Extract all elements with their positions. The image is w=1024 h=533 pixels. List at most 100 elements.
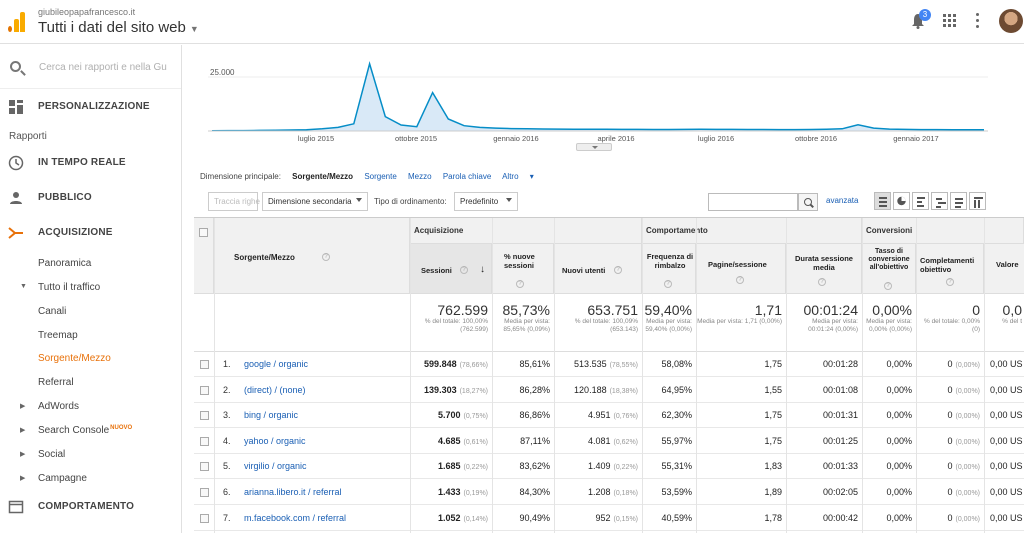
col-dimension[interactable]: Sorgente/Mezzo — [234, 253, 295, 262]
cell-duration: 00:01:31 — [822, 410, 858, 421]
cell-duration: 00:00:42 — [822, 512, 858, 523]
user-avatar[interactable] — [999, 9, 1023, 33]
term-cloud-view-icon[interactable] — [950, 192, 967, 210]
sidebar-item-all-traffic[interactable]: Tutto il traffico — [38, 282, 101, 293]
sidebar-item-personalize[interactable]: PERSONALIZZAZIONE — [0, 97, 181, 117]
help-icon[interactable]: ? — [322, 253, 330, 261]
more-vert-icon[interactable] — [976, 13, 980, 29]
performance-view-icon[interactable] — [912, 192, 929, 210]
col-conv-rate[interactable]: Tasso di conversione all'obiettivo? — [862, 244, 916, 294]
col-pages-session[interactable]: Pagine/sessione? — [696, 244, 786, 294]
total-new-pct: 85,73% Media per vista: 85,65% (0,09%) — [492, 302, 550, 334]
dimension-link-other[interactable]: Altro ▾ — [502, 172, 534, 181]
x-tick-label: luglio 2016 — [698, 134, 734, 143]
source-medium-link[interactable]: yahoo / organic — [244, 435, 306, 446]
cell-new-users: 513.535 (78,55%) — [574, 359, 638, 369]
sidebar-item-acquisition[interactable]: ACQUISIZIONE — [0, 223, 181, 243]
sidebar-item-overview[interactable]: Panoramica — [38, 258, 92, 269]
sort-type-select[interactable]: Predefinito — [454, 192, 518, 211]
select-all-checkbox[interactable] — [199, 228, 208, 237]
new-users-pct: (18,38%) — [609, 387, 638, 395]
sidebar-item-realtime[interactable]: IN TEMPO REALE — [0, 153, 181, 173]
total-sub: % del totale: 100,00% (762.599) — [424, 318, 488, 333]
help-icon[interactable]: ? — [818, 278, 826, 286]
table-view-icon[interactable] — [874, 192, 891, 210]
help-icon[interactable]: ? — [516, 280, 524, 288]
row-checkbox[interactable] — [200, 488, 209, 497]
plot-rows-button[interactable]: Traccia righe — [208, 192, 260, 211]
help-icon[interactable]: ? — [736, 276, 744, 284]
source-medium-link[interactable]: virgilio / organic — [244, 461, 307, 472]
col-goal-value[interactable]: Valore — [984, 244, 1024, 294]
sidebar-item-referral[interactable]: Referral — [38, 377, 74, 388]
col-avg-duration[interactable]: Durata sessione media? — [786, 244, 862, 294]
col-bounce-rate[interactable]: Frequenza di rimbalzo? — [642, 244, 696, 294]
cell-new-users: 1.409 (0,22%) — [588, 461, 638, 471]
advanced-filter-link[interactable]: avanzata — [826, 196, 859, 205]
table-filter-search-button[interactable] — [798, 193, 818, 211]
search-icon — [804, 198, 812, 206]
help-icon[interactable]: ? — [460, 266, 468, 274]
source-medium-link[interactable]: bing / organic — [244, 410, 299, 421]
dimension-link-keyword[interactable]: Parola chiave — [442, 172, 492, 181]
search-input[interactable]: Cerca nei rapporti e nella Gu — [39, 62, 167, 73]
total-value: 1,71 — [754, 302, 782, 318]
expand-right-icon[interactable]: ▶ — [20, 451, 26, 458]
pivot-view-icon[interactable] — [969, 192, 986, 210]
help-icon[interactable]: ? — [884, 282, 892, 290]
col-new-users[interactable]: Nuovi utenti? — [554, 244, 642, 294]
sidebar-item-treemap[interactable]: Treemap — [38, 330, 78, 341]
expand-down-icon[interactable]: ▼ — [20, 283, 27, 290]
sidebar-item-adwords[interactable]: AdWords — [38, 401, 79, 412]
dimension-link-source[interactable]: Sorgente — [364, 172, 397, 181]
chart-collapse-handle[interactable] — [576, 143, 612, 151]
row-checkbox[interactable] — [200, 385, 209, 395]
pie-view-icon[interactable] — [893, 192, 910, 210]
expand-right-icon[interactable]: ▶ — [20, 475, 26, 482]
row-checkbox[interactable] — [200, 436, 209, 446]
sidebar-item-source-medium[interactable]: Sorgente/Mezzo — [38, 353, 111, 364]
report-search[interactable]: Cerca nei rapporti e nella Gu — [0, 45, 181, 89]
new-users-pct: (78,55%) — [609, 362, 638, 369]
x-tick-label: gennaio 2017 — [893, 134, 938, 143]
row-checkbox[interactable] — [200, 462, 209, 472]
sidebar-item-social[interactable]: Social — [38, 449, 66, 460]
help-icon[interactable]: ? — [946, 278, 954, 286]
row-index: 5. — [223, 461, 231, 472]
sessions-value: 5.700 — [437, 410, 461, 421]
sidebar-item-search-console[interactable]: Search ConsoleNUOVO — [38, 425, 132, 436]
sort-arrow-down-icon: ↓ — [480, 264, 485, 275]
cell-new-pct: 86,86% — [519, 410, 550, 421]
help-icon[interactable]: ? — [614, 266, 622, 274]
analytics-logo-icon[interactable] — [8, 12, 26, 32]
source-medium-link[interactable]: (direct) / (none) — [244, 384, 306, 395]
sidebar-item-audience[interactable]: PUBBLICO — [0, 188, 181, 208]
source-medium-link[interactable]: m.facebook.com / referral — [244, 512, 347, 523]
expand-right-icon[interactable]: ▶ — [20, 427, 26, 434]
secondary-dimension-select[interactable]: Dimensione secondaria — [262, 192, 368, 211]
row-checkbox[interactable] — [200, 411, 209, 421]
comparison-view-icon[interactable] — [931, 192, 948, 210]
col-goal-completions[interactable]: Completamenti obiettivo? — [916, 244, 984, 294]
help-icon[interactable]: ? — [664, 280, 672, 288]
col-new-pct-label: % nuove sessioni — [504, 252, 535, 270]
cell-sessions: 1.433 (0,19%) — [438, 487, 488, 497]
source-medium-link[interactable]: google / organic — [244, 359, 309, 369]
sidebar-item-campaigns[interactable]: Campagne — [38, 473, 87, 484]
total-value: 85,73% — [502, 302, 550, 318]
row-checkbox[interactable] — [200, 513, 209, 523]
dimension-link-medium[interactable]: Mezzo — [408, 172, 432, 181]
col-new-sessions-pct[interactable]: % nuove sessioni? — [492, 244, 554, 294]
total-sub: Media per vista: 0,00% (0,00%) — [866, 318, 912, 333]
source-medium-link[interactable]: arianna.libero.it / referral — [244, 487, 342, 497]
expand-right-icon[interactable]: ▶ — [20, 403, 26, 410]
sidebar-item-behavior[interactable]: COMPORTAMENTO — [0, 497, 181, 517]
sidebar-item-channels[interactable]: Canali — [38, 306, 67, 317]
apps-grid-icon[interactable] — [943, 14, 957, 28]
sessions-line-chart[interactable]: 25.000 luglio 2015 ottobre 2015 gennaio 201… — [208, 51, 988, 143]
account-selector[interactable]: Tutti i dati del sito web ▼ — [38, 19, 199, 36]
row-checkbox[interactable] — [200, 360, 209, 369]
cell-pages: 1,75 — [764, 410, 782, 421]
col-sessions[interactable]: Sessioni? ↓ — [410, 244, 492, 294]
table-filter-input[interactable] — [708, 193, 798, 211]
